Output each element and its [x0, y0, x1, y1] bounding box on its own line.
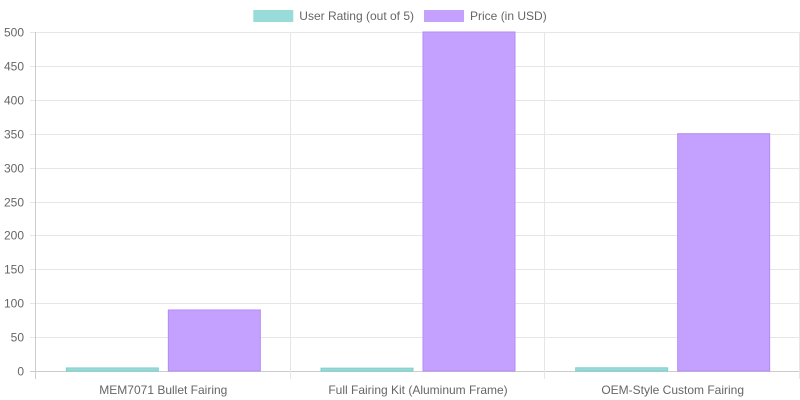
- y-tick-label: 500: [4, 26, 24, 40]
- bar[interactable]: [575, 367, 669, 372]
- y-tick-label: 50: [11, 331, 25, 345]
- y-axis: 0 50 100 150 200 250 300 350 400 450 500: [4, 26, 24, 379]
- legend-item[interactable]: User Rating (out of 5): [253, 9, 414, 23]
- y-tick-label: 150: [4, 263, 24, 277]
- bars: [65, 31, 771, 372]
- bar[interactable]: [65, 367, 159, 372]
- bar[interactable]: [677, 133, 771, 372]
- x-axis: MEM7071 Bullet Fairing Full Fairing Kit (…: [99, 383, 744, 397]
- y-tick-label: 0: [17, 365, 24, 379]
- y-tick-label: 100: [4, 297, 24, 311]
- legend-label: User Rating (out of 5): [299, 9, 414, 23]
- legend-label: Price (in USD): [470, 9, 547, 23]
- bar[interactable]: [167, 309, 261, 372]
- y-tick-label: 450: [4, 60, 24, 74]
- y-tick-label: 400: [4, 94, 24, 108]
- y-tick-label: 250: [4, 196, 24, 210]
- x-tick-label: MEM7071 Bullet Fairing: [99, 383, 227, 397]
- y-tick-label: 350: [4, 128, 24, 142]
- bar[interactable]: [422, 31, 516, 372]
- x-tick-label: Full Fairing Kit (Aluminum Frame): [328, 383, 507, 397]
- legend-swatch: [253, 10, 294, 22]
- bar[interactable]: [320, 367, 414, 372]
- legend: User Rating (out of 5) Price (in USD): [253, 9, 547, 23]
- legend-swatch: [424, 10, 465, 22]
- grid-lines: [30, 32, 800, 379]
- y-tick-label: 300: [4, 162, 24, 176]
- y-tick-label: 200: [4, 229, 24, 243]
- legend-item[interactable]: Price (in USD): [424, 9, 547, 23]
- x-tick-label: OEM-Style Custom Fairing: [601, 383, 744, 397]
